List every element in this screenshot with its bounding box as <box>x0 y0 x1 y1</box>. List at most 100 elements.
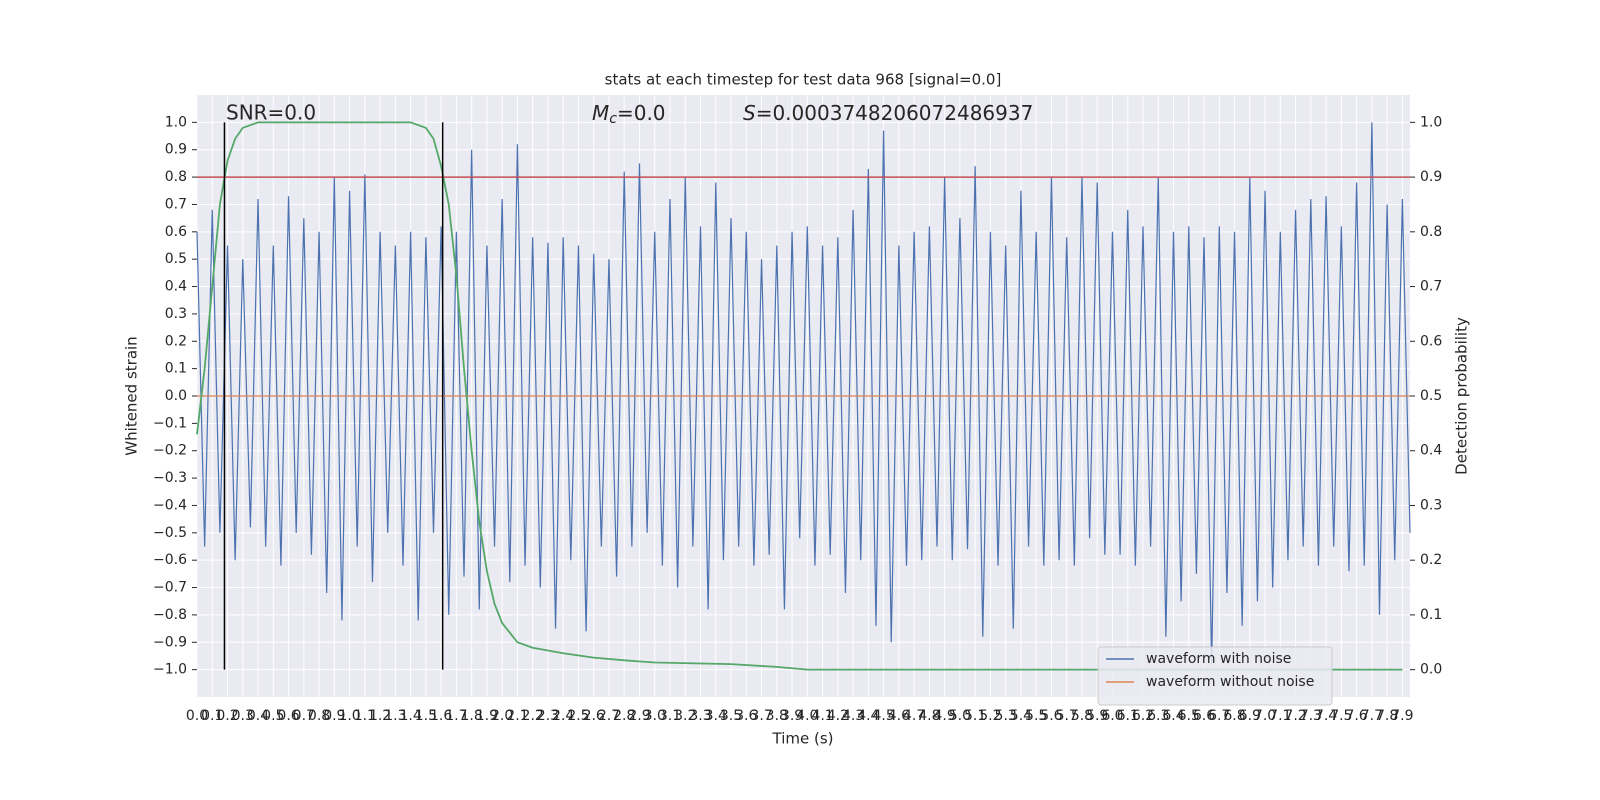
x-tick-label: 1.7 <box>445 708 467 724</box>
x-tick-label: 0.5 <box>262 708 284 724</box>
y2-tick-label: 0.5 <box>1420 388 1442 404</box>
legend-box <box>1097 646 1333 706</box>
y-axis-label: Whitened strain <box>123 336 141 455</box>
x-tick-label: 4.8 <box>918 708 940 724</box>
x-tick-label: 5.4 <box>1010 708 1032 724</box>
x-tick-label: 3.5 <box>720 708 742 724</box>
x-tick-label: 2.7 <box>598 708 620 724</box>
y-tick-label: −0.3 <box>153 470 187 486</box>
y-tick-label: 0.0 <box>165 388 187 404</box>
y-tick-label: 0.9 <box>165 142 187 158</box>
x-tick-label: 3.0 <box>644 708 666 724</box>
mc-symbol: M <box>592 101 609 125</box>
y-tick-label: −1.0 <box>153 662 187 678</box>
legend-label: waveform with noise <box>1146 651 1291 667</box>
x-tick-label: 6.1 <box>1117 708 1139 724</box>
x-tick-label: 6.6 <box>1193 708 1215 724</box>
y2-tick-label: 0.4 <box>1420 443 1442 459</box>
snr-annotation: SNR=0.0 <box>226 101 316 125</box>
x-tick-label: 6.4 <box>1162 708 1184 724</box>
x-tick-label: 5.6 <box>1040 708 1062 724</box>
x-tick-label: 6.5 <box>1178 708 1200 724</box>
x-tick-label: 3.7 <box>750 708 772 724</box>
x-tick-label: 7.6 <box>1345 708 1367 724</box>
x-tick-label: 5.2 <box>979 708 1001 724</box>
mc-annotation: Mc=0.0 <box>592 101 666 128</box>
chart-title: stats at each timestep for test data 968… <box>605 71 1002 89</box>
x-tick-label: 3.1 <box>659 708 681 724</box>
x-tick-label: 6.3 <box>1147 708 1169 724</box>
x-tick-label: 0.8 <box>308 708 330 724</box>
x-tick-label: 4.3 <box>842 708 864 724</box>
x-tick-label: 2.8 <box>613 708 635 724</box>
y2-tick-label: 0.0 <box>1420 662 1442 678</box>
x-tick-label: 2.6 <box>583 708 605 724</box>
s-annotation: S=0.0003748206072486937 <box>743 101 1033 125</box>
y2-tick-label: 0.3 <box>1420 497 1442 513</box>
y-tick-label: −0.9 <box>153 634 187 650</box>
x-tick-label: 3.4 <box>705 708 727 724</box>
y2-tick-label: 0.2 <box>1420 552 1442 568</box>
y-tick-label: −0.8 <box>153 607 187 623</box>
x-tick-label: 0.0 <box>186 708 208 724</box>
y-tick-label: −0.4 <box>153 497 187 513</box>
x-tick-label: 7.7 <box>1361 708 1383 724</box>
x-tick-label: 1.3 <box>384 708 406 724</box>
x-tick-label: 4.0 <box>796 708 818 724</box>
x-tick-label: 2.9 <box>628 708 650 724</box>
x-tick-label: 2.2 <box>522 708 544 724</box>
y-tick-label: 0.3 <box>165 306 187 322</box>
x-tick-label: 0.7 <box>293 708 315 724</box>
x-tick-label: 0.6 <box>277 708 299 724</box>
x-tick-label: 1.8 <box>461 708 483 724</box>
y-tick-label: 0.4 <box>165 279 187 295</box>
series-line <box>196 122 1411 665</box>
x-tick-label: 4.9 <box>934 708 956 724</box>
x-tick-label: 7.9 <box>1391 708 1413 724</box>
y2-tick-label: 1.0 <box>1420 114 1442 130</box>
x-tick-label: 1.9 <box>476 708 498 724</box>
x-tick-label: 5.0 <box>949 708 971 724</box>
x-tick-label: 5.3 <box>995 708 1017 724</box>
y2-tick-label: 0.7 <box>1420 279 1442 295</box>
y-tick-label: 0.1 <box>165 361 187 377</box>
x-tick-label: 5.8 <box>1071 708 1093 724</box>
x-tick-label: 4.7 <box>903 708 925 724</box>
x-tick-label: 5.5 <box>1025 708 1047 724</box>
y2-tick-label: 0.9 <box>1420 169 1442 185</box>
x-tick-label: 3.9 <box>781 708 803 724</box>
x-tick-label: 0.3 <box>232 708 254 724</box>
x-tick-label: 6.0 <box>1101 708 1123 724</box>
y-tick-label: −0.2 <box>153 443 187 459</box>
s-symbol: S <box>743 101 756 125</box>
x-tick-label: 6.8 <box>1223 708 1245 724</box>
y-tick-label: −0.6 <box>153 552 187 568</box>
mc-value: =0.0 <box>617 101 666 125</box>
x-tick-label: 2.5 <box>567 708 589 724</box>
x-tick-label: 4.4 <box>857 708 879 724</box>
y-tick-label: 0.6 <box>165 224 187 240</box>
x-tick-label: 3.3 <box>689 708 711 724</box>
x-tick-label: 3.6 <box>735 708 757 724</box>
x-tick-label: 6.7 <box>1208 708 1230 724</box>
x-tick-label: 7.3 <box>1300 708 1322 724</box>
x-tick-label: 7.8 <box>1376 708 1398 724</box>
x-tick-label: 7.2 <box>1284 708 1306 724</box>
mc-subscript: c <box>609 111 617 127</box>
x-tick-label: 0.4 <box>247 708 269 724</box>
y-tick-label: 1.0 <box>165 114 187 130</box>
x-tick-label: 7.4 <box>1315 708 1337 724</box>
y2-tick-label: 0.6 <box>1420 333 1442 349</box>
y2-tick-label: 0.1 <box>1420 607 1442 623</box>
x-tick-label: 4.1 <box>811 708 833 724</box>
y-tick-label: −0.5 <box>153 525 187 541</box>
y-tick-label: 0.5 <box>165 251 187 267</box>
legend-label: waveform without noise <box>1146 674 1314 690</box>
series-line <box>196 121 1403 671</box>
x-tick-label: 0.1 <box>201 708 223 724</box>
x-tick-label: 6.9 <box>1239 708 1261 724</box>
x-tick-label: 3.2 <box>674 708 696 724</box>
x-tick-label: 1.1 <box>354 708 376 724</box>
x-tick-label: 1.4 <box>399 708 421 724</box>
